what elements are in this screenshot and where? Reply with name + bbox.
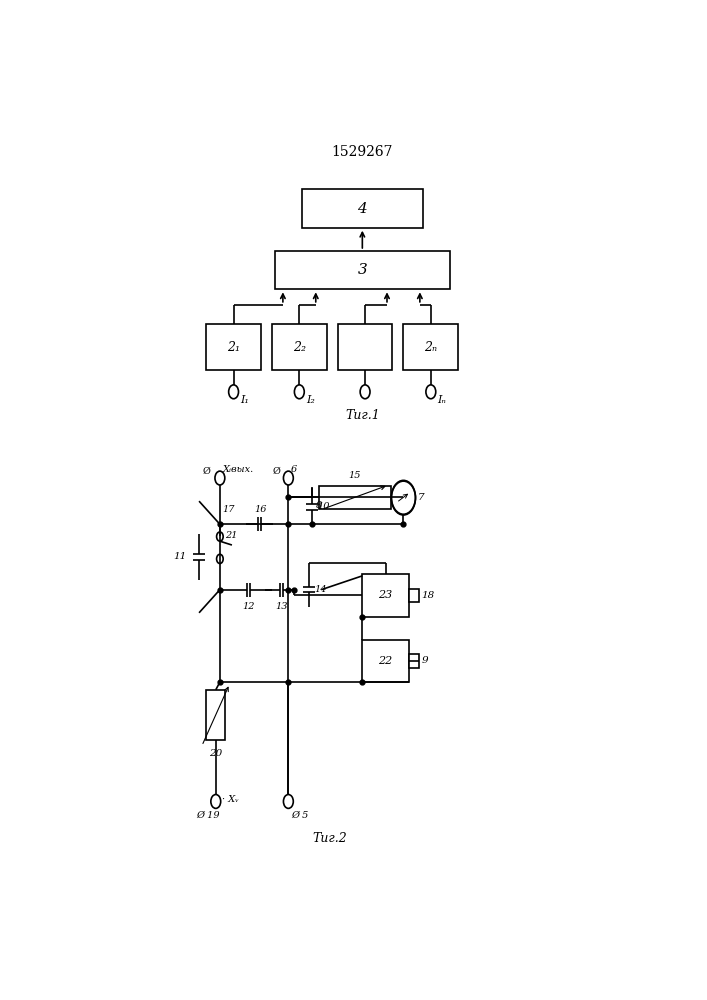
Text: 10: 10	[317, 502, 330, 511]
Bar	[206, 690, 226, 740]
Bar	[302, 189, 423, 228]
Bar	[319, 486, 392, 509]
Text: 14: 14	[315, 585, 327, 594]
Bar	[363, 574, 409, 617]
Text: I₁: I₁	[240, 395, 249, 405]
Text: 7: 7	[419, 493, 425, 502]
Text: Ø 19: Ø 19	[196, 811, 219, 820]
Text: Iₙ: Iₙ	[438, 395, 446, 405]
Text: Xᵢвых.: Xᵢвых.	[223, 465, 254, 474]
Text: 21: 21	[226, 531, 238, 540]
Text: 6: 6	[291, 465, 298, 474]
Bar	[409, 589, 419, 602]
Text: 17: 17	[223, 505, 235, 514]
Text: 4: 4	[358, 202, 367, 216]
Text: · Xᵥ: · Xᵥ	[222, 795, 239, 804]
Bar	[274, 251, 450, 289]
Text: 11: 11	[174, 552, 187, 561]
Text: 22: 22	[378, 656, 393, 666]
Text: 2ₙ: 2ₙ	[424, 341, 438, 354]
Text: 13: 13	[276, 602, 288, 611]
Text: 9: 9	[421, 656, 428, 665]
Text: Τиг.2: Τиг.2	[312, 832, 347, 845]
Text: 1529267: 1529267	[332, 145, 393, 159]
Bar	[363, 640, 409, 682]
Text: Τиг.1: Τиг.1	[345, 409, 380, 422]
Bar	[272, 324, 327, 370]
Bar	[404, 324, 458, 370]
Text: 8: 8	[316, 501, 322, 510]
Text: 2₂: 2₂	[293, 341, 306, 354]
Bar	[338, 324, 392, 370]
Text: 23: 23	[378, 590, 393, 600]
Text: 18: 18	[421, 591, 435, 600]
Text: 20: 20	[209, 749, 223, 758]
Text: 3: 3	[358, 263, 367, 277]
Text: 16: 16	[255, 505, 267, 514]
Text: I₂: I₂	[306, 395, 315, 405]
Text: 15: 15	[349, 471, 361, 480]
Bar	[206, 324, 261, 370]
Text: Ø: Ø	[202, 467, 210, 476]
Text: 12: 12	[242, 602, 255, 611]
Text: 2₁: 2₁	[227, 341, 240, 354]
Bar	[409, 654, 419, 668]
Text: Ø: Ø	[272, 467, 280, 476]
Text: Ø 5: Ø 5	[291, 811, 308, 820]
